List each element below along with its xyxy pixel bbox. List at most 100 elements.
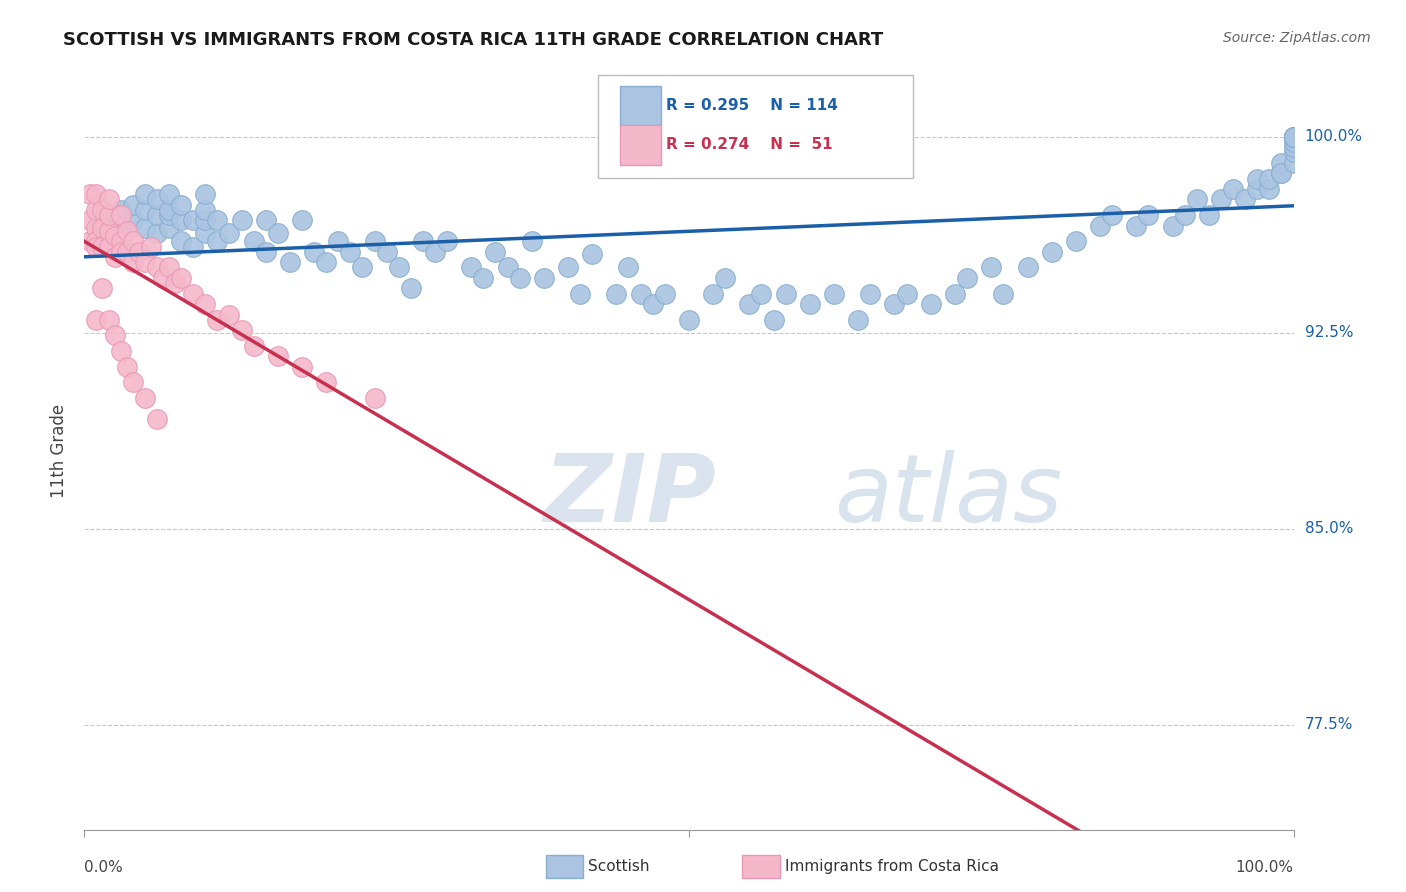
Point: [152, 271, 174, 285]
Point: [302, 244, 325, 259]
Point: [993, 286, 1015, 301]
Point: [1282, 129, 1305, 144]
Point: [509, 271, 531, 285]
Point: [1282, 129, 1305, 144]
Point: [170, 197, 193, 211]
Point: [231, 323, 253, 337]
Point: [738, 297, 761, 311]
Point: [86, 235, 108, 249]
Point: [97, 239, 120, 253]
Point: [630, 286, 652, 301]
Point: [291, 359, 314, 374]
Point: [799, 297, 821, 311]
Point: [1282, 129, 1305, 144]
Point: [254, 244, 277, 259]
FancyBboxPatch shape: [620, 86, 661, 125]
Point: [1174, 208, 1197, 222]
Point: [423, 244, 446, 259]
Point: [943, 286, 966, 301]
Point: [654, 286, 676, 301]
Point: [1088, 219, 1111, 233]
FancyBboxPatch shape: [599, 75, 912, 178]
Point: [231, 213, 253, 227]
Point: [339, 244, 361, 259]
Point: [581, 247, 603, 261]
Point: [846, 312, 869, 326]
Point: [291, 213, 314, 227]
Point: [1282, 129, 1305, 144]
Point: [79, 235, 101, 249]
Point: [121, 197, 143, 211]
Text: 0.0%: 0.0%: [84, 860, 124, 875]
Point: [194, 297, 217, 311]
Point: [181, 239, 204, 253]
Point: [97, 208, 120, 222]
Point: [157, 260, 180, 275]
Point: [1282, 145, 1305, 160]
Point: [194, 187, 217, 202]
Point: [86, 221, 108, 235]
Point: [775, 286, 797, 301]
Point: [146, 193, 169, 207]
Point: [1282, 129, 1305, 144]
Point: [1246, 171, 1268, 186]
Point: [375, 244, 398, 259]
Point: [242, 235, 264, 249]
Point: [146, 208, 169, 222]
Point: [134, 255, 156, 269]
Point: [412, 235, 434, 249]
Point: [91, 239, 114, 253]
Text: 100.0%: 100.0%: [1305, 129, 1362, 145]
Point: [496, 260, 519, 275]
Point: [194, 202, 217, 217]
Point: [1222, 182, 1244, 196]
Point: [91, 281, 114, 295]
Text: 77.5%: 77.5%: [1305, 717, 1353, 732]
Point: [1064, 235, 1087, 249]
Point: [121, 213, 143, 227]
Point: [1258, 182, 1281, 196]
Point: [97, 216, 120, 230]
Point: [139, 239, 162, 253]
Point: [823, 286, 845, 301]
Point: [956, 271, 979, 285]
Text: SCOTTISH VS IMMIGRANTS FROM COSTA RICA 11TH GRADE CORRELATION CHART: SCOTTISH VS IMMIGRANTS FROM COSTA RICA 1…: [63, 31, 883, 49]
Point: [557, 260, 579, 275]
Point: [896, 286, 918, 301]
Point: [1040, 244, 1063, 259]
Point: [363, 235, 385, 249]
Point: [363, 391, 385, 405]
Point: [97, 193, 120, 207]
Point: [121, 376, 143, 390]
Point: [134, 187, 156, 202]
Point: [1282, 129, 1305, 144]
Y-axis label: 11th Grade: 11th Grade: [49, 403, 67, 498]
Point: [170, 235, 193, 249]
Point: [1282, 129, 1305, 144]
Point: [181, 213, 204, 227]
Point: [1270, 166, 1292, 180]
Point: [110, 235, 132, 249]
Point: [267, 349, 290, 363]
Point: [1101, 208, 1123, 222]
Point: [1282, 156, 1305, 170]
Text: Scottish: Scottish: [588, 859, 650, 873]
Point: [97, 312, 120, 326]
Text: R = 0.274    N =  51: R = 0.274 N = 51: [666, 137, 832, 153]
Point: [1270, 156, 1292, 170]
Point: [678, 312, 700, 326]
Point: [115, 224, 138, 238]
Point: [1209, 193, 1232, 207]
Point: [86, 239, 108, 253]
Point: [1258, 171, 1281, 186]
Text: 92.5%: 92.5%: [1305, 326, 1353, 341]
Point: [110, 229, 132, 244]
Point: [388, 260, 411, 275]
Point: [146, 227, 169, 241]
Point: [86, 187, 108, 202]
Point: [883, 297, 905, 311]
Point: [762, 312, 785, 326]
Point: [267, 227, 290, 241]
Point: [110, 208, 132, 222]
Point: [484, 244, 506, 259]
